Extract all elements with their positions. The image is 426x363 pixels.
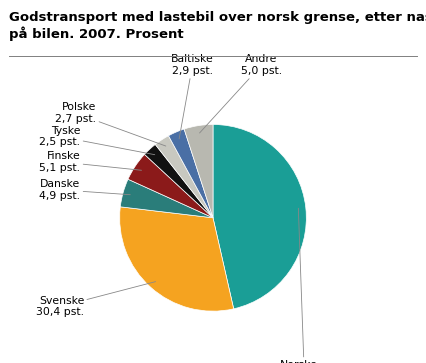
Wedge shape: [155, 136, 213, 218]
Text: Danske
4,9 pst.: Danske 4,9 pst.: [40, 179, 130, 201]
Text: Tyske
2,5 pst.: Tyske 2,5 pst.: [40, 126, 155, 155]
Text: Polske
2,7 pst.: Polske 2,7 pst.: [55, 102, 166, 146]
Wedge shape: [128, 154, 213, 218]
Wedge shape: [213, 125, 306, 309]
Text: Norske
46,4 pst.: Norske 46,4 pst.: [280, 208, 328, 363]
Wedge shape: [144, 144, 213, 218]
Wedge shape: [169, 129, 213, 218]
Text: Svenske
30,4 pst.: Svenske 30,4 pst.: [36, 282, 155, 317]
Text: Finske
5,1 pst.: Finske 5,1 pst.: [40, 151, 141, 172]
Text: Baltiske
2,9 pst.: Baltiske 2,9 pst.: [171, 54, 214, 139]
Text: Godstransport med lastebil over norsk grense, etter nasjonalitet
på bilen. 2007.: Godstransport med lastebil over norsk gr…: [9, 11, 426, 41]
Text: Andre
5,0 pst.: Andre 5,0 pst.: [199, 54, 282, 133]
Wedge shape: [120, 207, 234, 311]
Wedge shape: [120, 179, 213, 218]
Wedge shape: [184, 125, 213, 218]
